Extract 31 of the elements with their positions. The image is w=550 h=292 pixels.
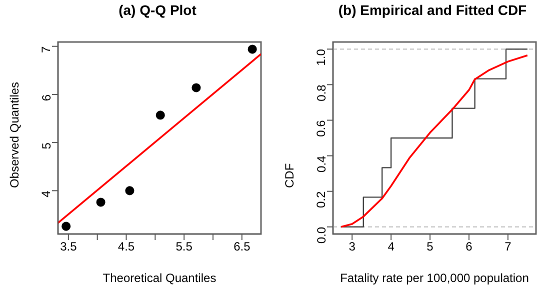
x-tick-label: 3 (348, 240, 356, 254)
x-tick-label: 4 (388, 240, 395, 254)
point (248, 44, 257, 54)
y-tick-label: 0.2 (314, 191, 328, 208)
y-tick-label: 1.0 (314, 48, 328, 66)
x-tick-label: 6.5 (234, 240, 251, 254)
y-tick-label: 0.0 (314, 226, 328, 244)
x-axis-title: Fatality rate per 100,000 population (340, 271, 529, 285)
x-tick-label: 3.5 (60, 240, 78, 254)
chart-title: (a) Q-Q Plot (118, 2, 198, 18)
x-tick-label: 6 (466, 240, 473, 254)
x-tick-label: 4.5 (118, 240, 135, 254)
y-axis-title: CDF (282, 163, 296, 188)
point (96, 198, 106, 207)
x-tick-label: 7 (504, 240, 512, 254)
x-axis-title: Theoretical Quantiles (102, 271, 216, 285)
x-tick-label: 5.5 (176, 240, 193, 254)
point (156, 110, 165, 120)
y-tick-label: 5 (39, 142, 54, 150)
chart-title: (b) Empirical and Fitted CDF (337, 2, 528, 18)
y-axis-title: Observed Quantiles (7, 82, 22, 188)
x-tick-label: 5 (426, 240, 434, 254)
point (62, 222, 71, 231)
y-tick-label: 6 (39, 94, 54, 102)
point (125, 186, 134, 196)
y-tick-label: 0.6 (314, 120, 328, 137)
y-tick-label: 7 (39, 46, 54, 54)
y-tick-label: 0.4 (314, 155, 328, 172)
y-tick-label: 4 (39, 190, 54, 198)
point (192, 83, 201, 92)
y-tick-label: 0.8 (314, 84, 328, 102)
